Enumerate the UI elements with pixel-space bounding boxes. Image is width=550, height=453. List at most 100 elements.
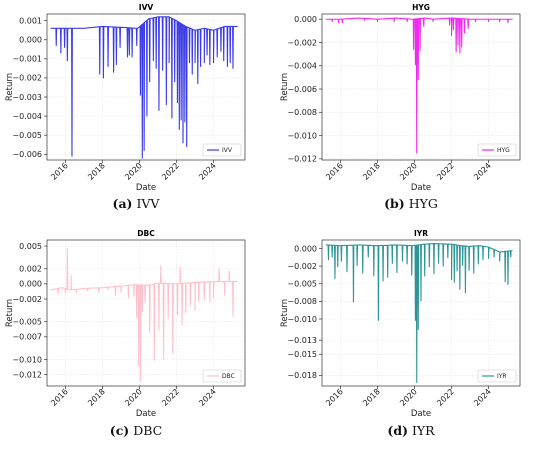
series-line-ivv bbox=[50, 16, 238, 159]
chart-title: IVV bbox=[139, 3, 154, 12]
y-tick-label: −0.013 bbox=[287, 336, 317, 345]
y-tick-label: −0.006 bbox=[287, 85, 317, 94]
caption-name: IYR bbox=[408, 423, 435, 438]
y-tick-label: −0.005 bbox=[12, 131, 42, 140]
x-tick-label: 2016 bbox=[324, 387, 345, 408]
legend: HYG bbox=[477, 143, 517, 157]
x-tick-label: 2018 bbox=[361, 387, 382, 408]
chart-panel-ivv: IVV IVV 0.001 0.000 −0.001 −0.002 −0.003 −0.004… bbox=[5, 3, 246, 211]
y-tick-label: −0.018 bbox=[287, 371, 317, 380]
caption-name: DBC bbox=[129, 423, 162, 438]
plot-frame bbox=[46, 239, 246, 387]
x-tick-label: 2020 bbox=[123, 387, 144, 408]
y-tick-label: −0.012 bbox=[12, 370, 42, 379]
y-tick-label: −0.006 bbox=[12, 150, 42, 159]
legend-box bbox=[202, 143, 242, 157]
x-tick-label: 2022 bbox=[435, 161, 456, 182]
y-tick-label: −0.005 bbox=[12, 317, 42, 326]
caption-letter: (a) bbox=[113, 196, 133, 211]
y-tick-label: −0.001 bbox=[12, 55, 42, 64]
legend: IVV bbox=[202, 143, 242, 157]
plot-frame bbox=[321, 239, 521, 387]
y-axis-label: Return bbox=[280, 73, 290, 101]
x-axis-label: Date bbox=[136, 409, 156, 419]
y-tick-label: −0.002 bbox=[12, 74, 42, 83]
x-tick-label: 2016 bbox=[324, 161, 345, 182]
y-axis-label: Return bbox=[5, 73, 15, 101]
x-tick-label: 2016 bbox=[49, 161, 70, 182]
y-tick-label: 0.001 bbox=[19, 16, 42, 25]
caption-name: HYG bbox=[405, 196, 438, 211]
legend: IYR bbox=[477, 369, 517, 383]
legend-label: HYG bbox=[497, 147, 510, 154]
x-tick-label: 2022 bbox=[160, 387, 181, 408]
x-tick-label: 2018 bbox=[86, 161, 107, 182]
x-tick-label: 2018 bbox=[361, 161, 382, 182]
y-tick-label: 0.002 bbox=[19, 265, 42, 274]
chart-panel-dbc: DBC DBC 0.005 0.002 0.000 −0.002 −0.005 −0.007 −… bbox=[5, 229, 246, 438]
panel-caption: (d) IYR bbox=[387, 423, 435, 438]
panel-caption: (b) HYG bbox=[384, 196, 438, 211]
y-tick-label: −0.008 bbox=[287, 108, 317, 117]
caption-letter: (d) bbox=[387, 423, 408, 438]
caption-letter: (c) bbox=[110, 423, 129, 438]
y-axis-label: Return bbox=[5, 299, 15, 327]
legend-label: IVV bbox=[222, 147, 233, 154]
y-tick-label: −0.008 bbox=[287, 297, 317, 306]
plot-frame bbox=[46, 13, 246, 161]
legend-label: IYR bbox=[497, 373, 507, 380]
x-axis-label: Date bbox=[411, 409, 431, 419]
panel-caption: (a) IVV bbox=[113, 196, 161, 211]
y-tick-label: −0.012 bbox=[287, 155, 317, 164]
chart-title: HYG bbox=[412, 3, 430, 12]
y-tick-label: 0.000 bbox=[19, 280, 42, 289]
y-tick-label: −0.010 bbox=[287, 315, 317, 324]
x-tick-label: 2022 bbox=[435, 387, 456, 408]
x-tick-label: 2024 bbox=[197, 387, 218, 408]
x-tick-label: 2018 bbox=[86, 387, 107, 408]
y-tick-label: −0.010 bbox=[12, 355, 42, 364]
legend-box bbox=[202, 369, 242, 383]
series-line-hyg bbox=[325, 17, 513, 154]
y-tick-label: −0.010 bbox=[287, 131, 317, 140]
y-tick-label: 0.000 bbox=[294, 244, 317, 253]
caption-name: IVV bbox=[132, 196, 160, 211]
chart-title: DBC bbox=[137, 229, 155, 238]
y-tick-label: −0.002 bbox=[287, 262, 317, 271]
x-axis-label: Date bbox=[411, 183, 431, 193]
chart-panel-hyg: HYG HYG 0.000 −0.002 −0.004 −0.006 −0.008 −0.01… bbox=[280, 3, 521, 211]
y-tick-label: −0.004 bbox=[12, 112, 42, 121]
x-axis-label: Date bbox=[136, 183, 156, 193]
x-tick-label: 2020 bbox=[123, 161, 144, 182]
legend-label: DBC bbox=[222, 373, 235, 380]
x-tick-label: 2020 bbox=[398, 161, 419, 182]
legend-box bbox=[477, 369, 517, 383]
x-tick-label: 2024 bbox=[197, 161, 218, 182]
series-line-iyr bbox=[325, 242, 513, 384]
y-tick-label: −0.003 bbox=[12, 93, 42, 102]
caption-letter: (b) bbox=[384, 196, 405, 211]
y-tick-label: −0.015 bbox=[287, 350, 317, 359]
y-tick-label: −0.002 bbox=[287, 38, 317, 47]
x-tick-label: 2022 bbox=[160, 161, 181, 182]
y-tick-label: 0.000 bbox=[294, 15, 317, 24]
series-line-dbc bbox=[50, 247, 238, 382]
chart-title: IYR bbox=[414, 229, 428, 238]
chart-panel-iyr: IYR IYR 0.000 −0.002 −0.005 −0.008 −0.010 −0.01… bbox=[280, 229, 521, 438]
y-axis-label: Return bbox=[280, 299, 290, 327]
x-tick-label: 2016 bbox=[49, 387, 70, 408]
y-tick-label: −0.004 bbox=[287, 62, 317, 71]
plot-frame bbox=[321, 13, 521, 161]
panel-caption: (c) DBC bbox=[110, 423, 162, 438]
y-tick-label: 0.000 bbox=[19, 36, 42, 45]
y-tick-label: −0.007 bbox=[12, 333, 42, 342]
legend-box bbox=[477, 143, 517, 157]
legend: DBC bbox=[202, 369, 242, 383]
x-tick-label: 2024 bbox=[472, 161, 493, 182]
y-tick-label: 0.005 bbox=[19, 242, 42, 251]
y-tick-label: −0.002 bbox=[12, 295, 42, 304]
y-tick-label: −0.005 bbox=[287, 280, 317, 289]
x-tick-label: 2020 bbox=[398, 387, 419, 408]
x-tick-label: 2024 bbox=[472, 387, 493, 408]
